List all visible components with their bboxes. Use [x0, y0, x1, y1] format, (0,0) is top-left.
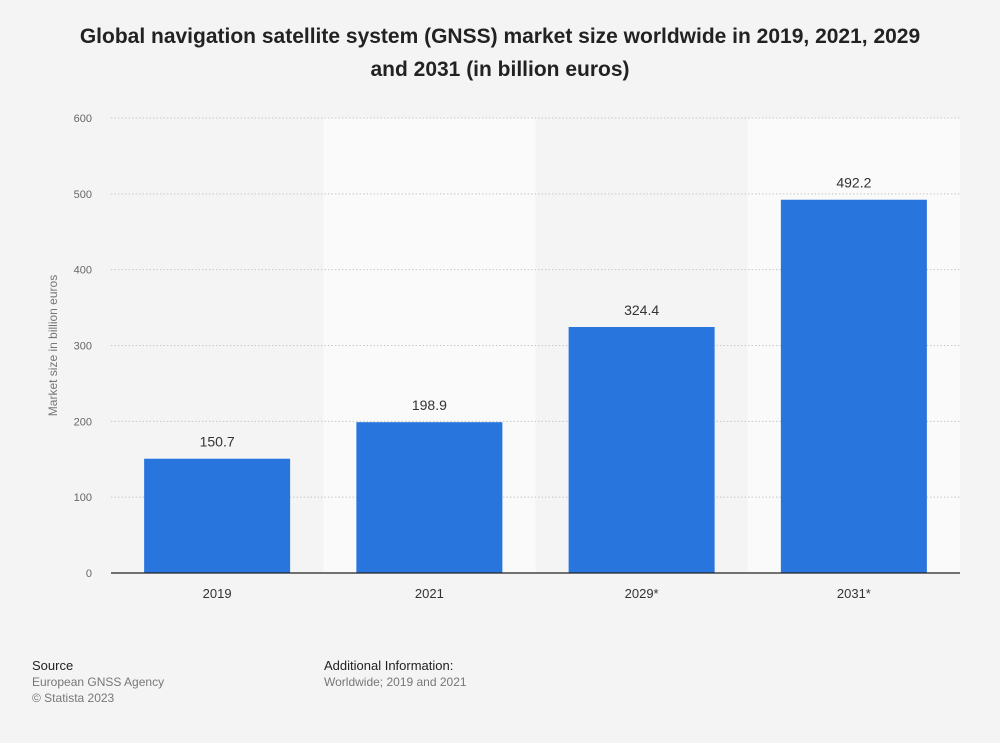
- y-axis-title: Market size in billion euros: [46, 275, 60, 416]
- additional-info-text: Worldwide; 2019 and 2021: [324, 675, 467, 689]
- y-tick-label: 100: [74, 492, 92, 504]
- data-label: 198.9: [412, 397, 447, 413]
- x-tick-label: 2021: [415, 586, 444, 601]
- source-block: Source European GNSS Agency © Statista 2…: [32, 658, 164, 706]
- y-tick-label: 200: [74, 416, 92, 428]
- bar: [356, 422, 503, 573]
- bar: [780, 199, 927, 573]
- copyright-text: © Statista 2023: [32, 691, 115, 705]
- x-tick-label: 2031*: [837, 586, 871, 601]
- x-tick-label: 2029*: [625, 586, 659, 601]
- source-name: European GNSS Agency: [32, 675, 165, 689]
- bar: [144, 458, 291, 573]
- y-tick-label: 500: [74, 189, 92, 201]
- source-heading: Source: [32, 658, 74, 673]
- additional-info-heading: Additional Information:: [324, 658, 454, 673]
- bar: [568, 326, 715, 573]
- additional-info-block: Additional Information: Worldwide; 2019 …: [324, 658, 467, 690]
- chart-title-line-2: and 2031 (in billion euros): [370, 58, 630, 81]
- chart-title: Global navigation satellite system (GNSS…: [60, 20, 940, 86]
- y-tick-label: 400: [74, 265, 92, 277]
- data-label: 324.4: [624, 302, 659, 318]
- y-tick-label: 300: [74, 341, 92, 353]
- data-label: 492.2: [836, 175, 871, 191]
- bar-chart: 0 100 200 300 400 500 600 Market size in billio…: [46, 113, 960, 601]
- y-tick-label: 0: [86, 568, 92, 580]
- data-label: 150.7: [200, 434, 235, 450]
- chart-title-line-1: Global navigation satellite system (GNSS…: [79, 25, 921, 48]
- y-tick-label: 600: [74, 113, 92, 125]
- x-tick-label: 2019: [203, 586, 232, 601]
